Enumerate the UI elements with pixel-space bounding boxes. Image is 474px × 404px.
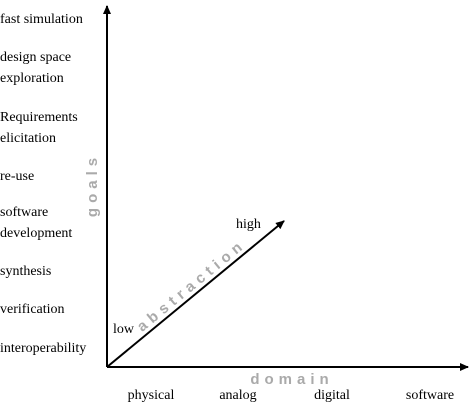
low-label: low [113,322,135,337]
goal-label: elicitation [0,131,56,146]
domain-label: software [406,388,454,403]
goal-label: development [0,226,72,241]
goal-label: synthesis [0,264,51,279]
goal-label: interoperability [0,341,86,356]
abstraction-axis-label: abstraction [134,236,250,336]
domain-label: digital [314,388,350,403]
goals-axis-label: goals [84,153,101,217]
abstraction-axis [106,220,285,368]
goal-label: design space [0,50,71,65]
goal-label: fast simulation [0,12,83,27]
goal-label: verification [0,302,65,317]
domain-label: analog [219,388,256,403]
goal-label: Requirements [0,110,78,125]
goal-label: software [0,205,48,220]
domain-label: physical [128,388,175,403]
goal-label: exploration [0,71,64,86]
domain-list: physical analog digital software [128,388,454,403]
high-label: high [236,217,261,232]
domain-axis-label: domain [250,371,333,388]
goal-label: re-use [0,169,34,184]
goal-list: fast simulation design space exploration Re… [0,12,86,356]
